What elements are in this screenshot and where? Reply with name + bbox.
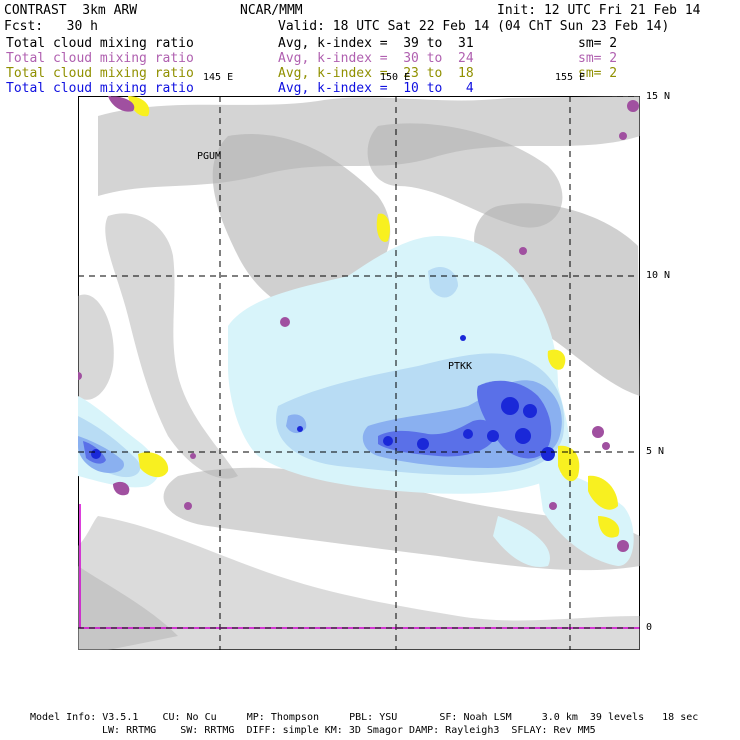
forecast-hour: Fcst: 30 h bbox=[4, 19, 98, 34]
lat-lon-grid bbox=[78, 96, 640, 650]
valid-time: Valid: 18 UTC Sat 22 Feb 14 (04 ChT Sun … bbox=[278, 19, 670, 34]
lon-label-155: 155 E bbox=[555, 72, 586, 83]
lat-label-10n: 10 N bbox=[646, 270, 671, 281]
blue-cloud-region bbox=[83, 380, 552, 464]
legend-field-4: Total cloud mixing ratio bbox=[6, 81, 194, 96]
gray-cloud-field bbox=[78, 96, 640, 650]
station-label-pgum: PGUM bbox=[197, 151, 222, 162]
lon-label-145: 145 E bbox=[203, 72, 234, 83]
lat-label-5n: 5 N bbox=[646, 446, 665, 457]
deep-blue-cores bbox=[91, 335, 555, 461]
magenta-boundary bbox=[79, 504, 640, 629]
legend-smooth-2: sm= 2 bbox=[578, 51, 618, 66]
model-info-line-1: Model Info: V3.5.1 CU: No Cu MP: Thompso… bbox=[30, 712, 699, 723]
legend-field-1: Total cloud mixing ratio bbox=[6, 36, 194, 51]
model-info-line-2: LW: RRTMG SW: RRTMG DIFF: simple KM: 3D … bbox=[102, 725, 596, 736]
purple-cloud-patches bbox=[78, 96, 639, 552]
legend-field-3: Total cloud mixing ratio bbox=[6, 66, 194, 81]
init-time: Init: 12 UTC Fri 21 Feb 14 bbox=[497, 3, 701, 18]
legend-range-2: Avg, k-index = 30 to 24 bbox=[278, 51, 474, 66]
legend-smooth-3: sm= 2 bbox=[578, 66, 618, 81]
map-canvas bbox=[78, 96, 640, 650]
lat-label-0: 0 bbox=[646, 622, 653, 633]
lat-label-15n: 15 N bbox=[646, 91, 671, 102]
center-title: NCAR/MMM bbox=[240, 3, 303, 18]
legend-field-2: Total cloud mixing ratio bbox=[6, 51, 194, 66]
yellow-cloud-patches bbox=[128, 96, 620, 538]
legend-range-3: Avg, k-index = 23 to 18 bbox=[278, 66, 474, 81]
legend-smooth-1: sm= 2 bbox=[578, 36, 618, 51]
station-label-ptkk: PTKK bbox=[448, 361, 473, 372]
legend-range-1: Avg, k-index = 39 to 31 bbox=[278, 36, 474, 51]
model-title: CONTRAST 3km ARW bbox=[4, 3, 138, 18]
lon-label-150: 150 E bbox=[380, 72, 411, 83]
legend-range-4: Avg, k-index = 10 to 4 bbox=[278, 81, 474, 96]
